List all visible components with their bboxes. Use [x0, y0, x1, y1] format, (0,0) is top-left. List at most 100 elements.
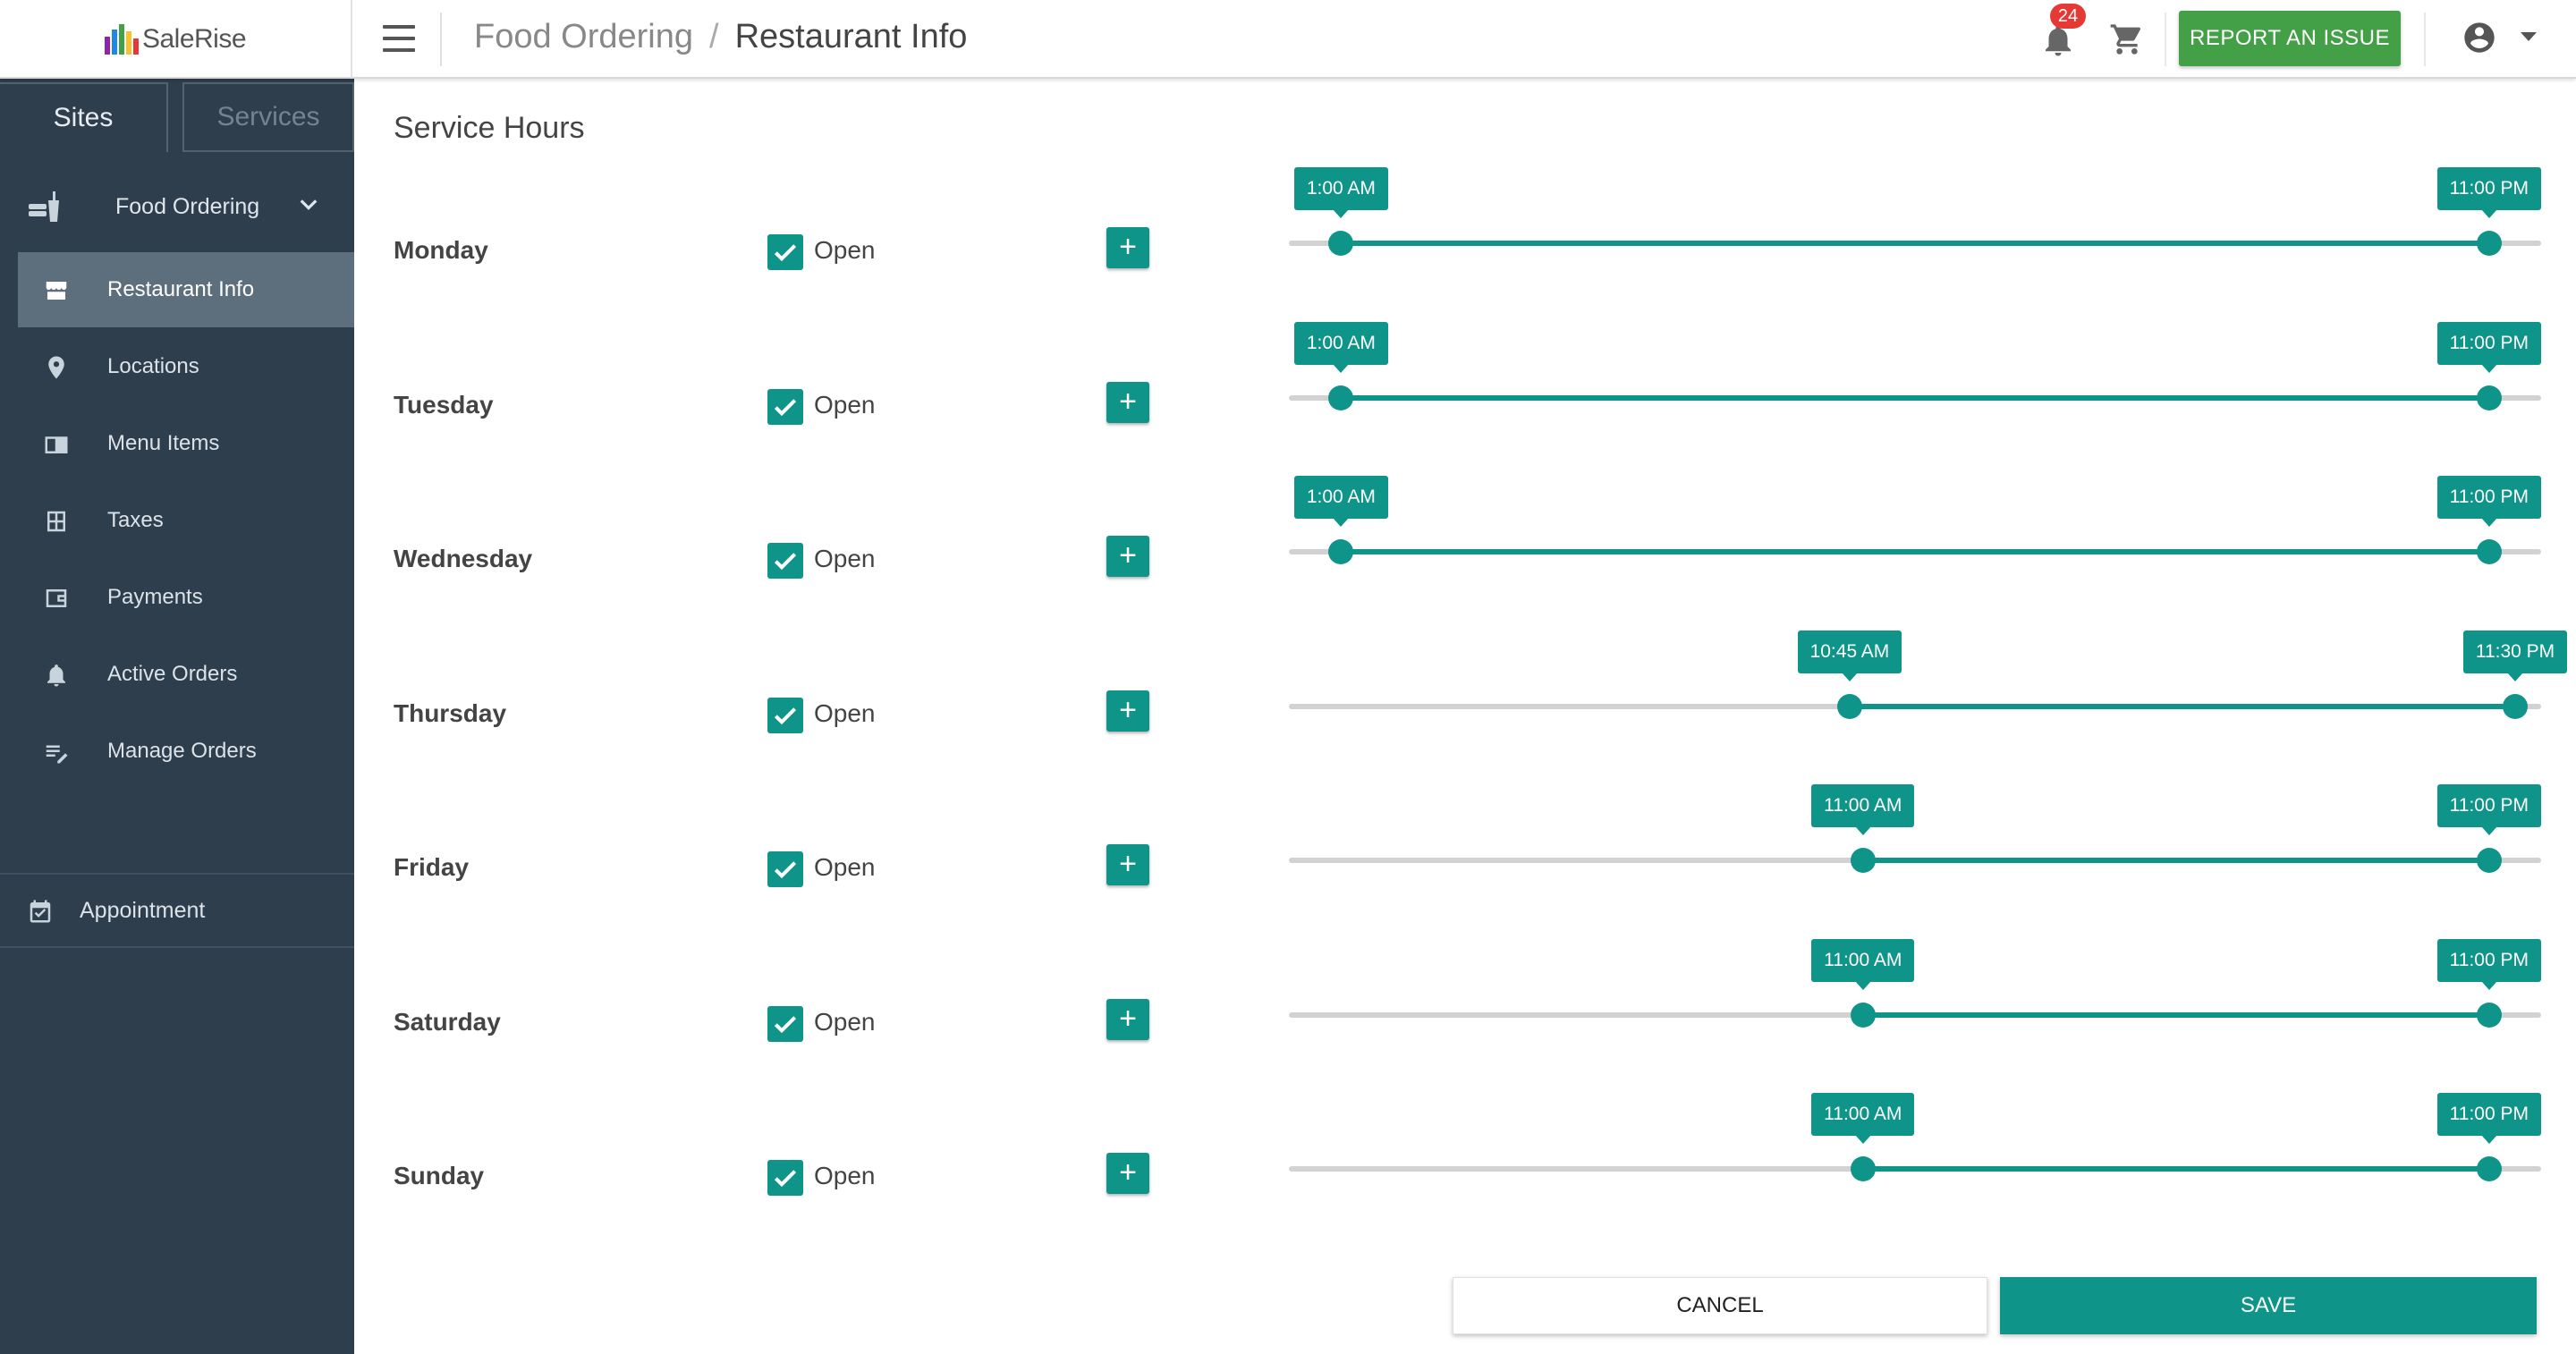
day-row: Wednesday Open +1:00 AM 11:00 PM [394, 476, 2541, 638]
sidebar-item-taxes[interactable]: Taxes [18, 483, 354, 558]
open-checkbox-label: Open [814, 390, 876, 419]
open-checkbox[interactable] [767, 851, 803, 887]
add-hours-button[interactable]: + [1106, 844, 1149, 885]
start-time-slider-handle[interactable] [1837, 693, 1863, 719]
start-time-slider-handle[interactable] [1850, 1002, 1876, 1028]
logo-area: SaleRise [0, 0, 352, 79]
add-hours-button[interactable]: + [1106, 227, 1149, 268]
end-time-tooltip: 11:00 PM [2436, 1093, 2541, 1144]
start-time-slider-handle[interactable] [1328, 231, 1354, 256]
open-checkbox[interactable] [767, 234, 803, 270]
report-issue-button[interactable]: REPORT AN ISSUE [2179, 11, 2401, 66]
end-time-slider-handle[interactable] [2476, 1156, 2502, 1181]
notification-badge: 24 [2050, 4, 2086, 29]
chevron-down-icon[interactable] [299, 195, 318, 215]
add-hours-button[interactable]: + [1106, 998, 1149, 1040]
sidebar-item-label: Manage Orders [107, 739, 257, 763]
page-title: Service Hours [394, 111, 585, 145]
day-label: Sunday [394, 1162, 485, 1189]
start-time-tooltip: 11:00 AM [1811, 938, 1915, 990]
bell-icon[interactable] [2039, 21, 2077, 59]
menu-icon[interactable] [383, 25, 415, 52]
open-checkbox-label: Open [814, 698, 876, 727]
day-label: Wednesday [394, 545, 533, 572]
sidebar: Sites Services Food Ordering Restaurant … [0, 79, 354, 1354]
caret-down-icon[interactable] [2521, 32, 2537, 41]
start-time-tooltip: 1:00 AM [1293, 321, 1388, 373]
checkmark-icon [774, 553, 797, 571]
checkmark-icon [774, 1015, 797, 1033]
open-checkbox[interactable] [767, 388, 803, 425]
menu-book-icon [45, 436, 68, 453]
open-checkbox[interactable] [767, 543, 803, 579]
divider [2424, 13, 2426, 66]
checkmark-icon [774, 707, 797, 724]
start-time-tooltip: 1:00 AM [1293, 167, 1388, 218]
tab-services[interactable]: Services [182, 82, 354, 152]
hours-slider-range [1341, 549, 2489, 554]
end-time-slider-handle[interactable] [2476, 385, 2502, 410]
account-circle-icon[interactable] [2462, 20, 2497, 55]
open-checkbox-label: Open [814, 545, 876, 572]
day-label: Monday [394, 236, 488, 264]
sidebar-item-restaurant-info[interactable]: Restaurant Info [18, 252, 354, 327]
end-time-slider-handle[interactable] [2476, 1002, 2502, 1028]
end-time-slider-handle[interactable] [2476, 231, 2502, 256]
sidebar-group-label: Food Ordering [115, 193, 260, 219]
start-time-slider-handle[interactable] [1328, 385, 1354, 410]
sidebar-item-manage-orders[interactable]: Manage Orders [18, 714, 354, 789]
day-label: Saturday [394, 1007, 501, 1036]
add-hours-button[interactable]: + [1106, 1153, 1149, 1194]
cart-icon[interactable] [2107, 21, 2147, 57]
breadcrumb-restaurant-info: Restaurant Info [734, 18, 968, 55]
day-label: Tuesday [394, 390, 494, 419]
add-hours-button[interactable]: + [1106, 381, 1149, 423]
calendar-check-icon [30, 900, 51, 923]
sidebar-item-appointment[interactable]: Appointment [0, 873, 354, 948]
open-checkbox[interactable] [767, 1005, 803, 1042]
sidebar-item-label: Menu Items [107, 431, 220, 455]
sidebar-item-label: Active Orders [107, 662, 238, 686]
end-time-slider-handle[interactable] [2476, 848, 2502, 873]
logo-text: SaleRise [141, 24, 247, 54]
day-row: Tuesday Open +1:00 AM 11:00 PM [394, 321, 2541, 484]
sidebar-item-menu-items[interactable]: Menu Items [18, 406, 354, 481]
checkmark-icon [774, 1170, 797, 1188]
start-time-slider-handle[interactable] [1850, 1156, 1876, 1181]
tab-sites[interactable]: Sites [0, 82, 168, 152]
breadcrumb: Food Ordering / Restaurant Info [474, 18, 967, 56]
open-checkbox[interactable] [767, 1160, 803, 1196]
cancel-button[interactable]: CANCEL [1453, 1277, 1987, 1334]
day-row: Saturday Open +11:00 AM 11:00 PM [394, 938, 2541, 1101]
end-time-tooltip: 11:00 PM [2436, 167, 2541, 218]
open-checkbox-label: Open [814, 1162, 876, 1189]
logo[interactable]: SaleRise [104, 24, 247, 55]
food-ordering-icon [29, 191, 59, 222]
end-time-tooltip: 11:00 PM [2436, 938, 2541, 990]
add-hours-button[interactable]: + [1106, 690, 1149, 732]
breadcrumb-food-ordering[interactable]: Food Ordering [474, 18, 694, 55]
calculator-icon [47, 511, 65, 532]
sidebar-item-locations[interactable]: Locations [18, 329, 354, 404]
start-time-tooltip: 10:45 AM [1797, 630, 1902, 681]
end-time-tooltip: 11:00 PM [2436, 476, 2541, 527]
sidebar-item-payments[interactable]: Payments [18, 560, 354, 635]
end-time-slider-handle[interactable] [2502, 693, 2528, 719]
sidebar-item-active-orders[interactable]: Active Orders [18, 637, 354, 712]
sidebar-group-food-ordering[interactable]: Food Ordering [0, 177, 354, 236]
top-bar: SaleRise Food Ordering / Restaurant Info… [0, 0, 2576, 79]
open-checkbox-label: Open [814, 1007, 876, 1036]
save-button[interactable]: SAVE [2000, 1277, 2537, 1334]
end-time-slider-handle[interactable] [2476, 539, 2502, 564]
start-time-slider-handle[interactable] [1328, 539, 1354, 564]
location-pin-icon [48, 356, 64, 379]
sidebar-item-label: Payments [107, 585, 203, 609]
open-checkbox[interactable] [767, 697, 803, 733]
day-label: Thursday [394, 698, 507, 727]
add-hours-button[interactable]: + [1106, 536, 1149, 577]
logo-mark-icon [104, 24, 139, 55]
start-time-slider-handle[interactable] [1850, 848, 1876, 873]
divider [2165, 13, 2166, 66]
checkmark-icon [774, 398, 797, 416]
hours-slider-range [1862, 1011, 2489, 1018]
